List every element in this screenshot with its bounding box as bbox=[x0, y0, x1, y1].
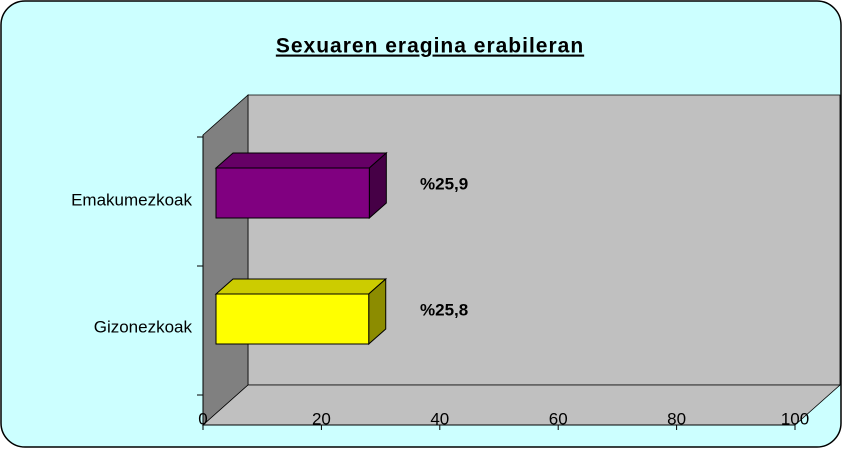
y-tick-label: Gizonezkoak bbox=[94, 317, 193, 336]
bar bbox=[215, 293, 370, 345]
bar-top bbox=[214, 278, 388, 295]
data-label: %25,8 bbox=[420, 300, 468, 319]
x-tick-label: 80 bbox=[667, 409, 686, 428]
side-wall bbox=[202, 94, 249, 426]
x-tick-label: 100 bbox=[781, 409, 809, 428]
bar bbox=[215, 167, 370, 219]
data-label: %25,9 bbox=[420, 174, 468, 193]
x-tick-label: 0 bbox=[198, 409, 207, 428]
x-tick-label: 60 bbox=[549, 409, 568, 428]
x-tick-label: 40 bbox=[430, 409, 449, 428]
floor bbox=[201, 384, 842, 426]
x-tick-label: 20 bbox=[312, 409, 331, 428]
chart-title: Sexuaren eragina erabileran bbox=[276, 35, 584, 58]
y-tick-label: Emakumezkoak bbox=[71, 190, 192, 209]
bar-top bbox=[214, 152, 388, 169]
